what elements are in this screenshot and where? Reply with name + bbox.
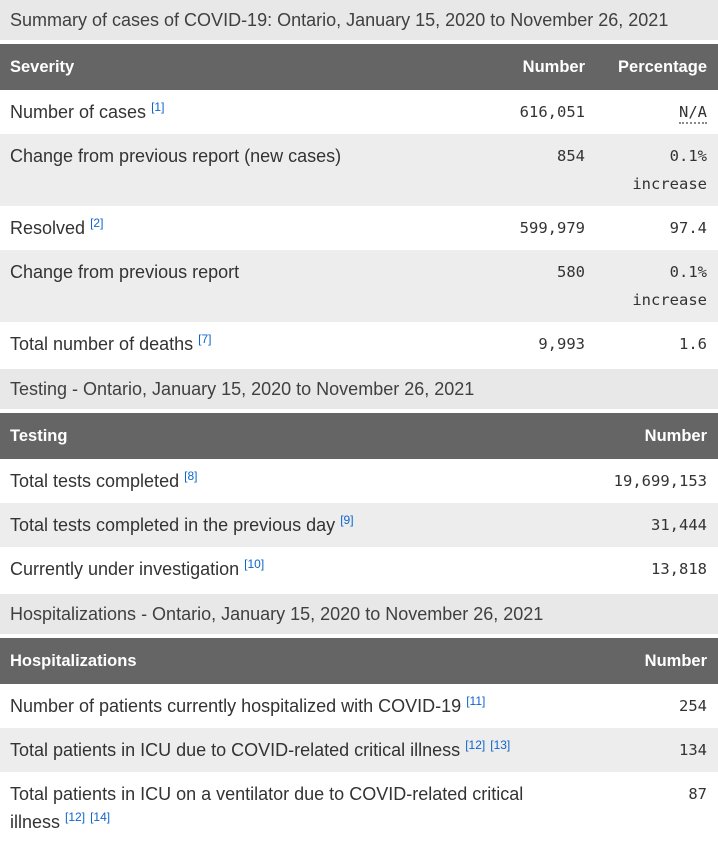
table-row: Number of patients currently hospitalize… [0, 684, 718, 728]
footnote-link[interactable]: [7] [198, 332, 212, 346]
row-label: Total number of deaths [10, 334, 194, 354]
row-label: Change from previous report [10, 262, 240, 282]
table-row: Number of cases [1] 616,051 N/A [0, 90, 718, 134]
column-header-number: Number [568, 413, 718, 459]
column-header-hospitalizations: Hospitalizations [0, 638, 568, 684]
row-label: Total patients in ICU due to COVID-relat… [10, 740, 461, 760]
row-label-cell: Currently under investigation [10] [0, 547, 568, 591]
footnote-link[interactable]: [2] [90, 216, 104, 230]
row-label-cell: Total patients in ICU due to COVID-relat… [0, 728, 568, 772]
column-header-number: Number [440, 44, 600, 90]
row-label: Number of patients currently hospitalize… [10, 696, 462, 716]
row-label: Total tests completed in the previous da… [10, 515, 336, 535]
row-label-cell: Change from previous report (new cases) [0, 134, 440, 206]
footnote-link[interactable]: [11] [466, 694, 486, 708]
number-cell: 13,818 [568, 547, 718, 591]
footnote-marker: [7] [198, 332, 211, 346]
hospitalizations-table: Hospitalizations Number Number of patien… [0, 638, 718, 844]
footnote-link[interactable]: [12] [465, 738, 486, 752]
row-label: Number of cases [10, 102, 147, 122]
footnote-link[interactable]: [14] [90, 810, 111, 824]
column-header-testing: Testing [0, 413, 568, 459]
row-label: Currently under investigation [10, 559, 240, 579]
footnote-link[interactable]: [13] [490, 738, 511, 752]
testing-header-row: Testing Number [0, 413, 718, 459]
hospitalizations-header-row: Hospitalizations Number [0, 638, 718, 684]
table-row: Total number of deaths [7] 9,993 1.6 [0, 322, 718, 366]
table-row: Total tests completed in the previous da… [0, 503, 718, 547]
number-cell: 616,051 [440, 90, 600, 134]
footnote-marker: [10] [244, 557, 264, 571]
summary-of-cases-section: Summary of cases of COVID-19: Ontario, J… [0, 0, 718, 366]
testing-section: Testing - Ontario, January 15, 2020 to N… [0, 369, 718, 591]
row-label: Change from previous report (new cases) [10, 146, 342, 166]
row-label-cell: Total patients in ICU on a ventilator du… [0, 772, 568, 844]
column-header-number: Number [568, 638, 718, 684]
percentage-cell: N/A [600, 90, 718, 134]
summary-header-row: Severity Number Percentage [0, 44, 718, 90]
percentage-cell: 1.6 [600, 322, 718, 366]
row-label-cell: Total tests completed [8] [0, 459, 568, 503]
hospitalizations-table-caption: Hospitalizations - Ontario, January 15, … [0, 594, 718, 634]
footnote-link[interactable]: [12] [65, 810, 86, 824]
testing-table: Testing Number Total tests completed [8]… [0, 413, 718, 591]
percentage-cell: 0.1% increase [600, 250, 718, 322]
footnote-marker: [9] [340, 513, 353, 527]
footnote-marker: [8] [184, 469, 197, 483]
row-label-cell: Resolved [2] [0, 206, 440, 250]
footnote-marker: [11] [466, 694, 485, 708]
footnote-link[interactable]: [9] [340, 513, 354, 527]
row-label: Resolved [10, 218, 86, 238]
table-row: Resolved [2] 599,979 97.4 [0, 206, 718, 250]
table-row: Change from previous report 580 0.1% inc… [0, 250, 718, 322]
footnote-link[interactable]: [1] [151, 100, 165, 114]
hospitalizations-section: Hospitalizations - Ontario, January 15, … [0, 594, 718, 844]
row-label-cell: Total number of deaths [7] [0, 322, 440, 366]
summary-table-caption: Summary of cases of COVID-19: Ontario, J… [0, 0, 718, 40]
number-cell: 87 [568, 772, 718, 844]
footnote-marker: [1] [151, 100, 164, 114]
summary-table: Severity Number Percentage Number of cas… [0, 44, 718, 366]
row-label-cell: Number of patients currently hospitalize… [0, 684, 568, 728]
number-cell: 254 [568, 684, 718, 728]
number-cell: 599,979 [440, 206, 600, 250]
number-cell: 854 [440, 134, 600, 206]
table-row: Total patients in ICU due to COVID-relat… [0, 728, 718, 772]
row-label-cell: Number of cases [1] [0, 90, 440, 134]
table-row: Total tests completed [8] 19,699,153 [0, 459, 718, 503]
footnote-marker: [12] [465, 738, 485, 752]
percentage-cell: 0.1% increase [600, 134, 718, 206]
footnote-marker: [2] [90, 216, 103, 230]
not-applicable-abbr: N/A [679, 103, 707, 124]
footnote-link[interactable]: [10] [244, 557, 265, 571]
column-header-severity: Severity [0, 44, 440, 90]
percentage-cell: 97.4 [600, 206, 718, 250]
table-row: Total patients in ICU on a ventilator du… [0, 772, 718, 844]
footnote-marker: [14] [90, 810, 110, 824]
table-row: Currently under investigation [10] 13,81… [0, 547, 718, 591]
footnote-marker: [12] [65, 810, 85, 824]
row-label-cell: Total tests completed in the previous da… [0, 503, 568, 547]
number-cell: 19,699,153 [568, 459, 718, 503]
number-cell: 134 [568, 728, 718, 772]
footnote-link[interactable]: [8] [184, 469, 198, 483]
footnote-marker: [13] [490, 738, 510, 752]
row-label: Total patients in ICU on a ventilator du… [10, 784, 524, 832]
number-cell: 580 [440, 250, 600, 322]
testing-table-caption: Testing - Ontario, January 15, 2020 to N… [0, 369, 718, 409]
row-label-cell: Change from previous report [0, 250, 440, 322]
table-row: Change from previous report (new cases) … [0, 134, 718, 206]
number-cell: 9,993 [440, 322, 600, 366]
number-cell: 31,444 [568, 503, 718, 547]
row-label: Total tests completed [10, 471, 180, 491]
column-header-percentage: Percentage [600, 44, 718, 90]
